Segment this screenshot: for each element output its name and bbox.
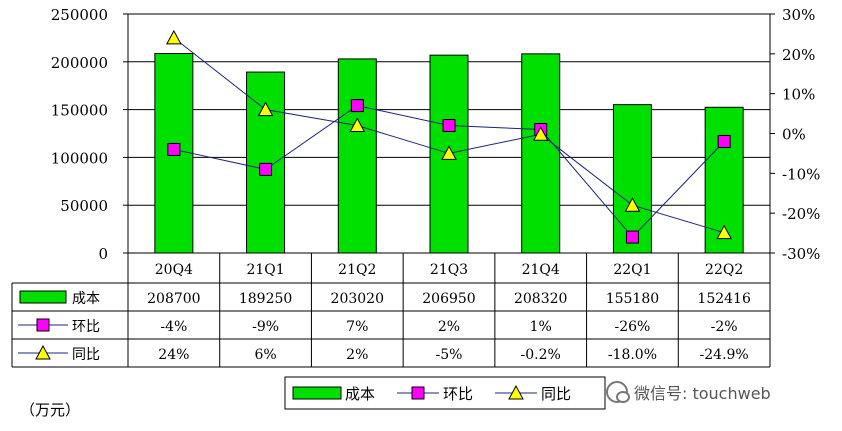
marker-同比-21Q3 — [441, 145, 457, 160]
left-tick-label: 200000 — [51, 54, 108, 72]
left-tick-label: 0 — [98, 245, 108, 263]
marker-环比-22Q2 — [717, 134, 731, 148]
table-cell: 7% — [346, 319, 368, 335]
legend-item-成本: 成本 — [292, 385, 375, 403]
table-cell: 24% — [158, 347, 189, 363]
table-cell: -0.2% — [521, 347, 561, 363]
legend-key-成本 — [292, 386, 342, 400]
x-tick-label-22Q1: 22Q1 — [613, 262, 651, 278]
row-key-marker-环比 — [36, 318, 50, 332]
bar-21Q4 — [521, 53, 561, 254]
series-markers — [166, 29, 732, 244]
x-tick-label-21Q3: 21Q3 — [430, 262, 468, 278]
row-key-成本 — [19, 290, 67, 304]
marker-同比-22Q2 — [716, 224, 732, 240]
x-tick-label-21Q2: 21Q2 — [338, 262, 376, 278]
left-tick-label: 150000 — [51, 102, 108, 120]
legend-item-环比: 环比 — [397, 385, 473, 403]
right-tick-label: 20% — [782, 46, 815, 64]
row-label-环比: 环比 — [18, 318, 100, 335]
row-label-成本: 成本 — [19, 290, 100, 307]
right-tick-label: 30% — [782, 6, 815, 24]
table-cell: 2% — [438, 319, 460, 335]
row-label-text-同比: 同比 — [72, 347, 100, 363]
legend: 成本 环比 同比 — [284, 376, 606, 410]
table-cell: 208320 — [514, 291, 567, 307]
bar-22Q1 — [612, 104, 652, 254]
legend-label-成本: 成本 — [345, 385, 375, 403]
table-cell: 206950 — [422, 291, 475, 307]
x-tick-label-22Q2: 22Q2 — [705, 262, 743, 278]
left-axis-ticks: 0 50000 100000 150000 200000 250000 — [51, 6, 128, 263]
marker-同比-20Q4 — [166, 29, 182, 45]
legend-item-同比: 同比 — [495, 384, 571, 403]
table-cell: 152416 — [697, 291, 751, 307]
marker-同比-21Q2 — [349, 117, 366, 133]
right-tick-label: 0% — [782, 126, 806, 144]
row-label-text-成本: 成本 — [72, 291, 100, 307]
table-cell: 1% — [530, 319, 552, 335]
table-cell: 203020 — [331, 291, 384, 307]
wechat-icon — [606, 381, 630, 403]
table-cell: -24.9% — [700, 347, 749, 363]
bar-21Q2 — [337, 58, 377, 254]
marker-环比-22Q1 — [625, 230, 639, 244]
x-tick-label-21Q1: 21Q1 — [246, 262, 284, 278]
right-tick-label: -30% — [782, 245, 820, 263]
right-tick-label: -10% — [782, 165, 820, 183]
marker-环比-21Q3 — [442, 119, 456, 133]
left-tick-label: 100000 — [51, 149, 108, 167]
row-label-同比: 同比 — [18, 344, 100, 363]
x-tick-label-20Q4: 20Q4 — [155, 262, 193, 278]
table-cell: 2% — [346, 347, 368, 363]
right-axis-ticks: -30% -20% -10% 0% 10% 20% 30% — [770, 6, 820, 263]
table-cell: -18.0% — [608, 347, 657, 363]
table-cell: -4% — [160, 319, 187, 335]
x-tick-label-21Q4: 21Q4 — [522, 262, 560, 278]
table-cell: -5% — [436, 347, 463, 363]
bars — [154, 52, 744, 254]
watermark: 微信号: touchweb — [606, 380, 771, 404]
table-cell: 6% — [254, 347, 276, 363]
right-tick-label: -20% — [782, 205, 820, 223]
row-key-marker-同比 — [35, 344, 51, 360]
table-cell: 155180 — [606, 291, 659, 307]
right-tick-label: 10% — [782, 86, 815, 104]
marker-环比-21Q2 — [350, 99, 364, 113]
marker-同比-22Q1 — [624, 197, 641, 212]
table-cell: -2% — [711, 319, 738, 335]
legend-label-同比: 同比 — [541, 385, 571, 403]
watermark-text: 微信号: touchweb — [634, 384, 771, 403]
marker-同比-21Q1 — [257, 101, 274, 117]
table-cell: -26% — [614, 319, 650, 335]
legend-label-环比: 环比 — [443, 385, 473, 403]
marker-环比-20Q4 — [167, 142, 181, 156]
legend-key-marker-同比 — [508, 384, 524, 400]
unit-label: （万元） — [20, 401, 81, 419]
legend-key-marker-环比 — [411, 386, 425, 400]
left-tick-label: 250000 — [51, 6, 108, 24]
marker-环比-21Q1 — [259, 162, 273, 176]
row-label-text-环比: 环比 — [72, 319, 100, 335]
table-cell: 208700 — [147, 291, 200, 307]
table-cell: -9% — [252, 319, 279, 335]
marker-同比-21Q4 — [532, 126, 549, 141]
table-cell: 189250 — [239, 291, 292, 307]
left-tick-label: 50000 — [60, 197, 108, 215]
